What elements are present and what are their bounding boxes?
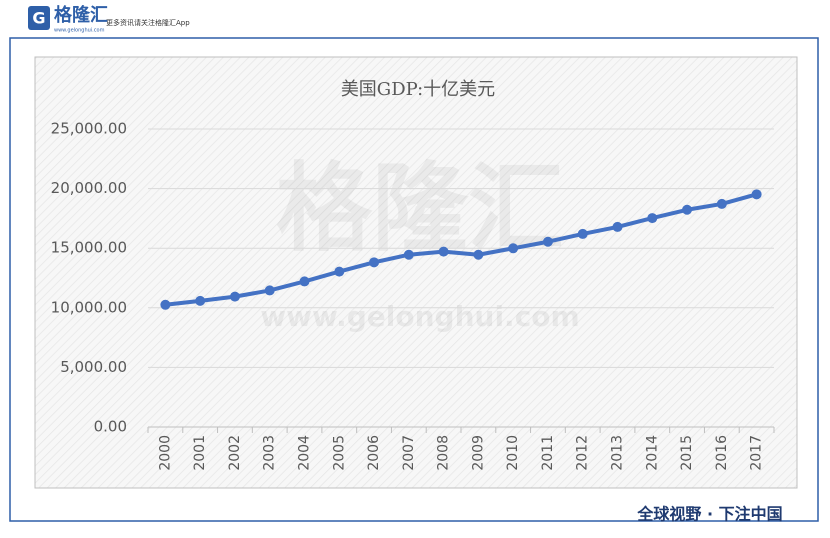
tagline: 更多资讯请关注格隆汇App xyxy=(106,18,190,27)
line xyxy=(165,192,758,307)
chart-title: 美国GDP:十亿美元 xyxy=(341,79,495,100)
x-tick-label: 2003 xyxy=(262,435,278,471)
y-tick-label: 0.00 xyxy=(94,418,127,436)
x-tick-label: 2016 xyxy=(714,435,730,471)
point xyxy=(751,189,762,200)
point xyxy=(577,228,588,239)
x-tick-label: 2005 xyxy=(331,435,347,471)
y-tick-label: 5,000.00 xyxy=(60,358,127,376)
x-tick-label: 2007 xyxy=(401,435,417,471)
logo-text: 格隆汇 xyxy=(54,4,108,26)
x-tick-label: 2011 xyxy=(540,435,556,471)
y-tick-label: 10,000.00 xyxy=(51,298,127,316)
logo-letter: G xyxy=(32,9,45,28)
point xyxy=(369,257,380,268)
point xyxy=(299,276,310,287)
point xyxy=(647,213,658,224)
point xyxy=(542,236,553,247)
x-tick-label: 2000 xyxy=(157,435,173,471)
x-tick-label: 2015 xyxy=(679,435,695,471)
y-tick-label: 15,000.00 xyxy=(51,239,127,257)
point xyxy=(195,295,206,306)
point xyxy=(473,249,484,260)
point xyxy=(264,285,275,296)
x-tick-label: 2004 xyxy=(297,435,313,471)
x-tick-label: 2006 xyxy=(366,435,382,471)
x-tick-label: 2014 xyxy=(644,435,660,471)
point xyxy=(229,291,240,302)
x-tick-label: 2002 xyxy=(227,435,243,471)
x-tick-label: 2008 xyxy=(436,435,452,471)
y-tick-label: 20,000.00 xyxy=(51,179,127,197)
logo-icon xyxy=(28,6,50,30)
x-tick-label: 2013 xyxy=(610,435,626,471)
point xyxy=(682,204,693,215)
x-tick-label: 2010 xyxy=(505,435,521,471)
point xyxy=(438,246,449,257)
watermark-url: www.gelonghui.com xyxy=(260,300,579,333)
point xyxy=(403,249,414,260)
point xyxy=(334,266,345,277)
point xyxy=(508,243,519,254)
plot-background xyxy=(34,56,798,489)
logo-url: www.gelonghui.com xyxy=(54,28,105,34)
footer: 全球视野 · 下注中国 xyxy=(636,505,782,524)
point xyxy=(716,198,727,209)
y-tick-label: 25,000.00 xyxy=(51,120,127,138)
x-tick-label: 2001 xyxy=(192,435,208,471)
point xyxy=(160,299,171,310)
x-tick-label: 2017 xyxy=(749,435,765,471)
x-tick-label: 2009 xyxy=(470,435,486,471)
point xyxy=(612,221,623,232)
x-tick-label: 2012 xyxy=(575,435,591,471)
